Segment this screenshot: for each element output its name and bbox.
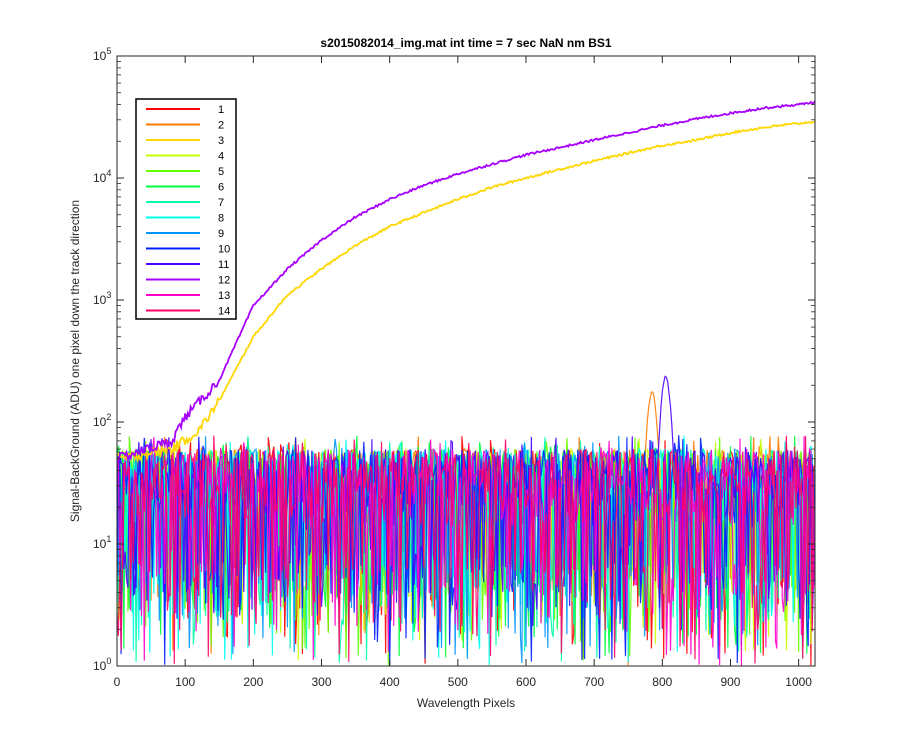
x-tick-label: 500 bbox=[448, 675, 468, 689]
y-tick-label: 102 bbox=[93, 412, 111, 429]
legend-label-6: 6 bbox=[218, 182, 224, 194]
x-axis: 0 100 200 300 400 500 600 700 800 900 1000 bbox=[114, 56, 812, 689]
x-tick-label: 400 bbox=[380, 675, 400, 689]
x-tick-label: 700 bbox=[584, 675, 604, 689]
legend-label-5: 5 bbox=[218, 166, 224, 178]
series-line-12 bbox=[116, 100, 816, 464]
x-tick-label: 800 bbox=[652, 675, 672, 689]
y-tick-label: 105 bbox=[93, 46, 111, 63]
noise-traces bbox=[116, 375, 816, 666]
signal-traces bbox=[116, 100, 816, 464]
legend-label-14: 14 bbox=[218, 306, 230, 318]
legend-label-7: 7 bbox=[218, 197, 224, 209]
legend-label-2: 2 bbox=[218, 120, 224, 132]
legend-box bbox=[135, 98, 237, 320]
legend-label-4: 4 bbox=[218, 151, 224, 163]
y-tick-label: 103 bbox=[93, 290, 111, 307]
legend-label-3: 3 bbox=[218, 135, 224, 147]
legend-label-9: 9 bbox=[218, 228, 224, 240]
x-tick-label: 900 bbox=[720, 675, 740, 689]
legend-label-1: 1 bbox=[218, 104, 224, 116]
series-line-14 bbox=[116, 435, 816, 665]
x-tick-label: 200 bbox=[243, 675, 263, 689]
x-tick-label: 100 bbox=[175, 675, 195, 689]
legend-label-10: 10 bbox=[218, 244, 230, 256]
legend-label-12: 12 bbox=[218, 275, 230, 287]
x-tick-label: 0 bbox=[114, 675, 121, 689]
series-line-3 bbox=[116, 120, 816, 464]
y-tick-label: 100 bbox=[93, 656, 111, 673]
axes-box bbox=[116, 55, 816, 667]
y-axis-label: Signal-BackGround (ADU) one pixel down t… bbox=[68, 200, 82, 522]
legend-label-11: 11 bbox=[218, 259, 229, 271]
series-line-13 bbox=[116, 436, 816, 666]
legend-label-13: 13 bbox=[218, 290, 230, 302]
legend-label-8: 8 bbox=[218, 213, 224, 225]
x-axis-label: Wavelength Pixels bbox=[417, 696, 515, 710]
y-tick-label: 104 bbox=[93, 168, 111, 185]
x-tick-label: 300 bbox=[311, 675, 331, 689]
y-tick-label: 101 bbox=[93, 534, 111, 551]
x-tick-label: 600 bbox=[516, 675, 536, 689]
x-tick-label: 1000 bbox=[785, 675, 812, 689]
chart-title: s2015082014_img.mat int time = 7 sec NaN… bbox=[320, 36, 611, 50]
